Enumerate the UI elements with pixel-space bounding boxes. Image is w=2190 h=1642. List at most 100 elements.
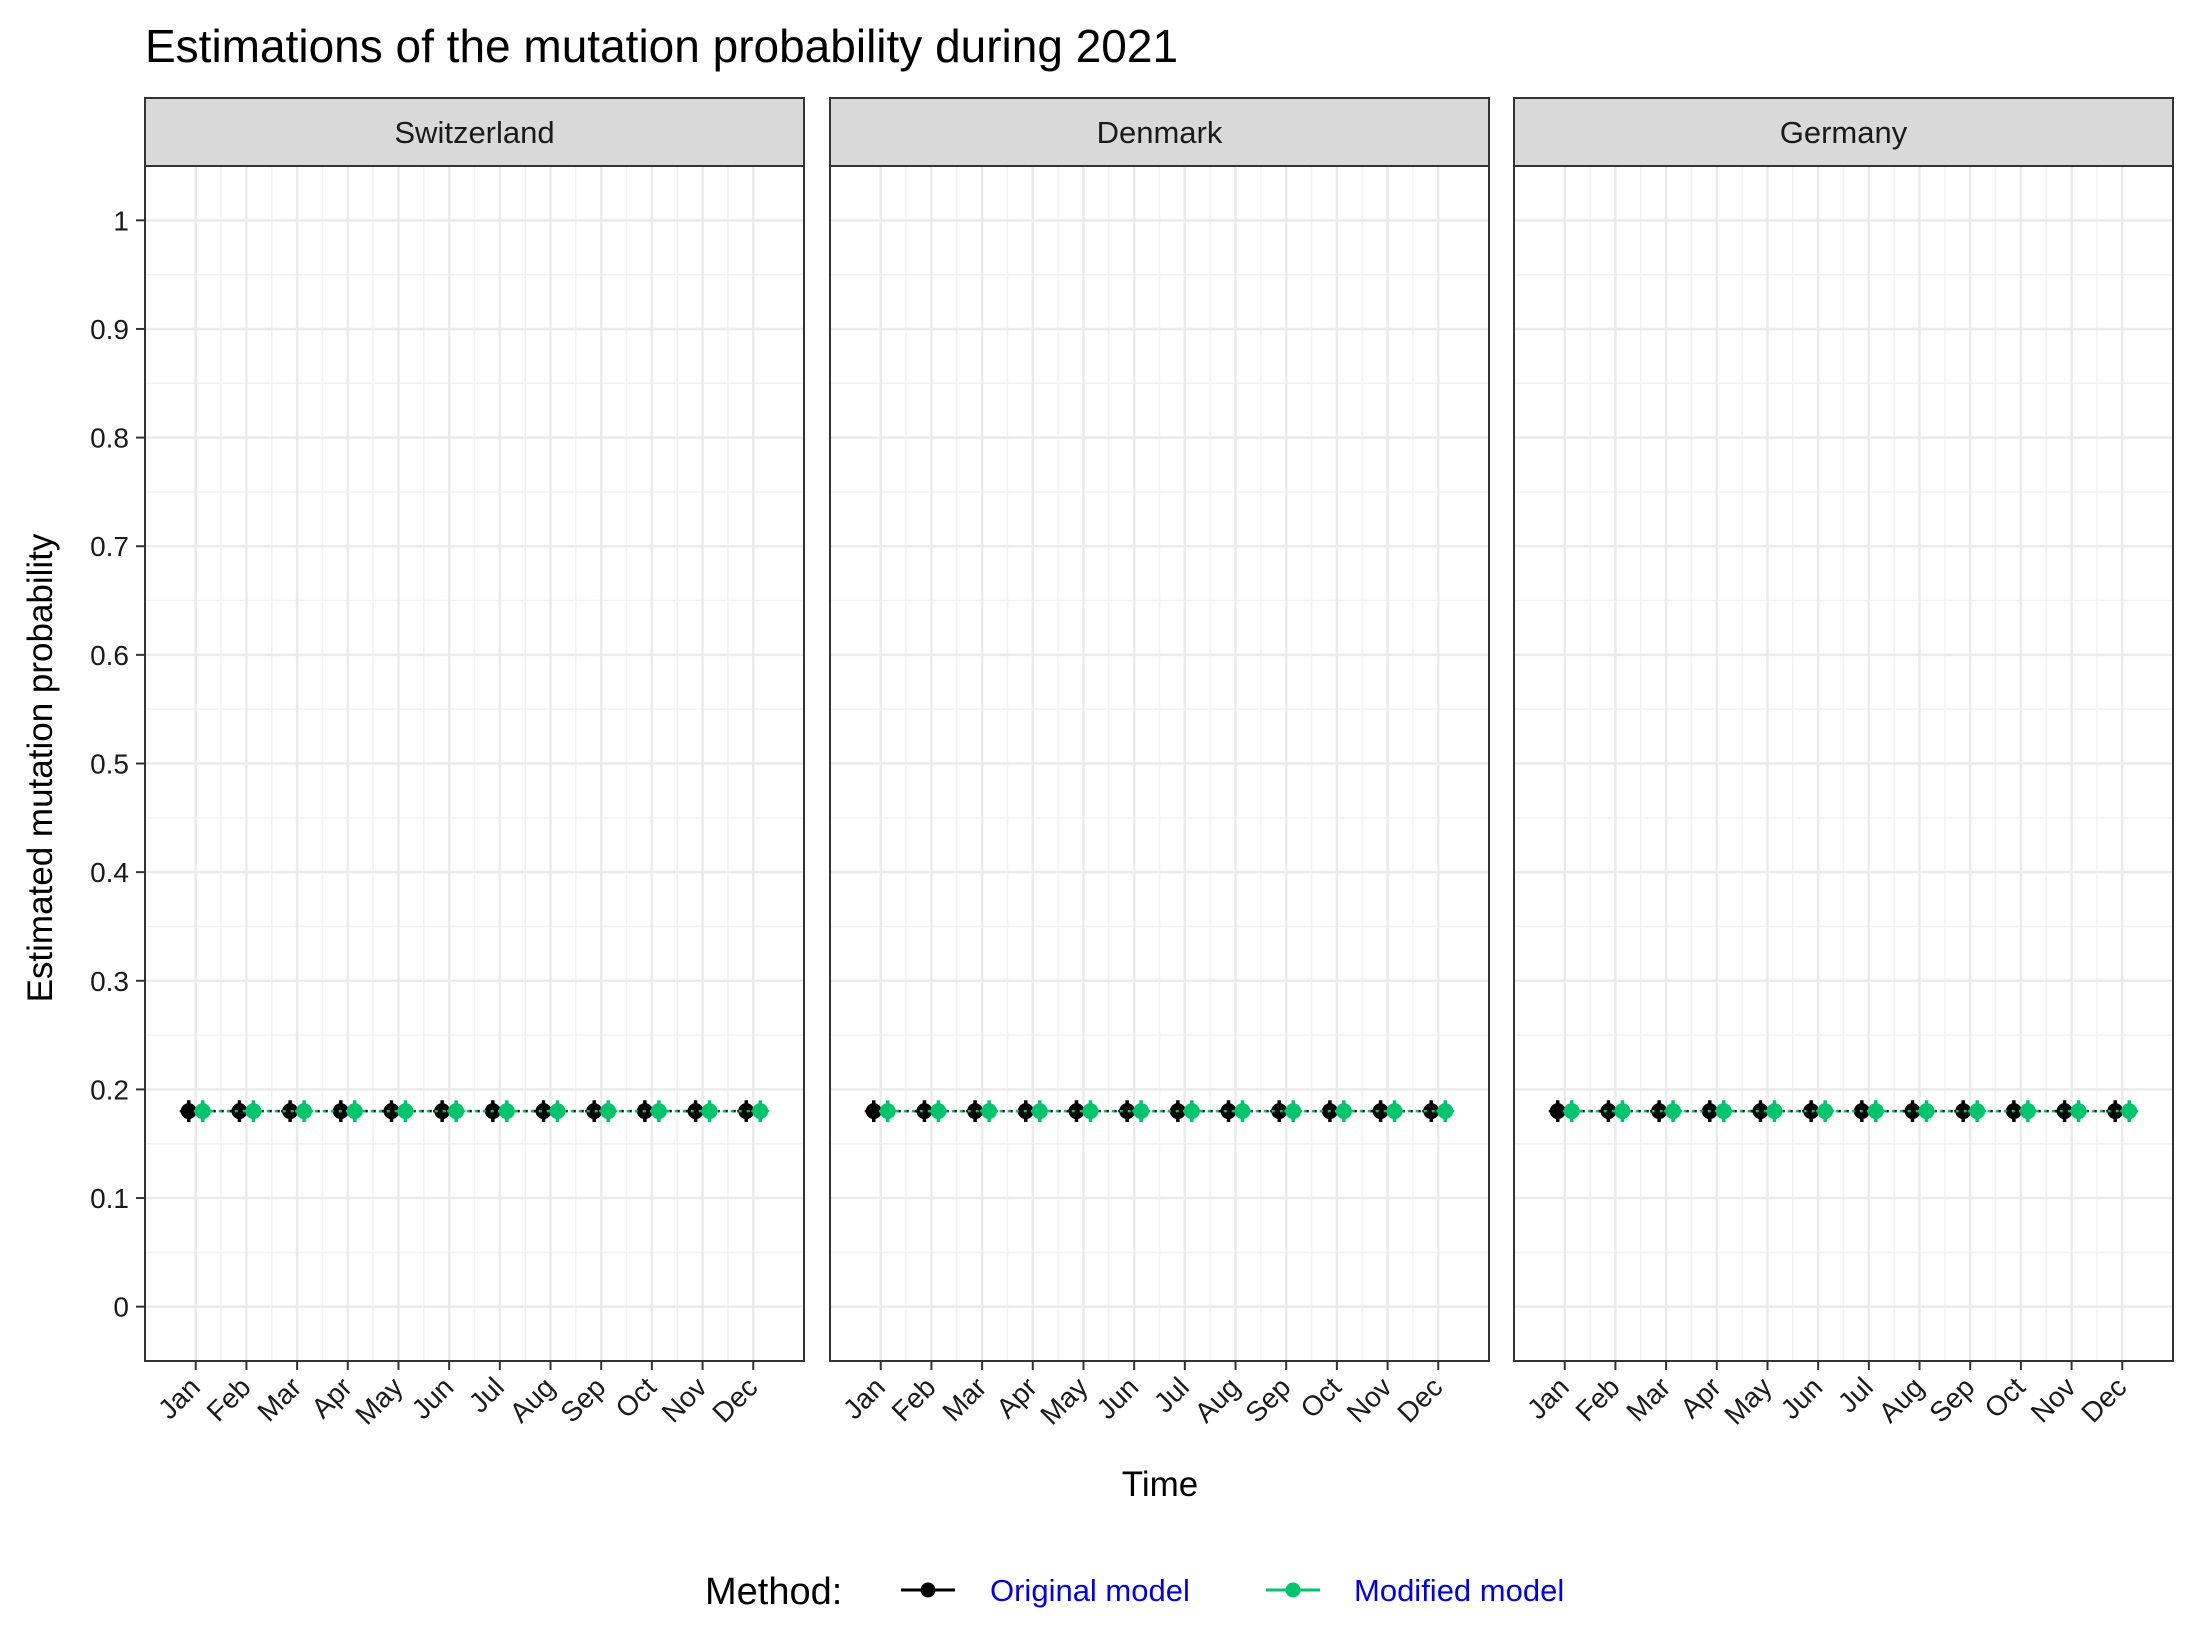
data-point	[1563, 1103, 1580, 1120]
legend-item-original: Original model	[901, 1573, 1190, 1608]
x-tick-label: Apr	[1674, 1371, 1727, 1424]
x-tick-label: Nov	[2025, 1371, 2082, 1428]
data-point	[1437, 1103, 1454, 1120]
y-axis-title: Estimated mutation probability	[21, 533, 60, 1002]
data-point	[1423, 1103, 1440, 1120]
x-tick-label: May	[1718, 1371, 1777, 1430]
data-point	[383, 1103, 400, 1120]
data-point	[1549, 1103, 1566, 1120]
y-tick-label: 0.4	[90, 857, 129, 888]
x-tick-label: Feb	[886, 1371, 942, 1427]
x-tick-label: Apr	[990, 1371, 1043, 1424]
series-modified	[193, 1100, 770, 1122]
series-modified	[878, 1100, 1455, 1122]
x-tick-label: Feb	[201, 1371, 257, 1427]
x-tick-label: Jan	[837, 1371, 891, 1425]
data-point	[448, 1103, 465, 1120]
data-point	[650, 1103, 667, 1120]
legend-items: Original model Modified model	[901, 1573, 1564, 1608]
data-point	[549, 1103, 566, 1120]
data-point	[2121, 1103, 2138, 1120]
data-point	[1372, 1103, 1389, 1120]
x-tick-label: Oct	[1978, 1371, 2031, 1424]
data-point	[1665, 1103, 1682, 1120]
data-point	[498, 1103, 515, 1120]
data-point	[231, 1103, 248, 1120]
data-point	[1133, 1103, 1150, 1120]
data-point	[687, 1103, 704, 1120]
legend-label: Original model	[990, 1573, 1190, 1608]
data-point	[535, 1103, 552, 1120]
x-tick-label: Jul	[463, 1371, 510, 1418]
y-tick-label: 0.6	[90, 640, 129, 671]
x-tick-label: Aug	[1873, 1371, 1930, 1428]
x-tick-label: Jun	[1091, 1371, 1145, 1425]
y-tick-label: 0.2	[90, 1074, 129, 1105]
x-tick-label: Jun	[406, 1371, 460, 1425]
y-axis: 0 0.1 0.2 0.3 0.4 0.5 0.6 0.7 0.8 0.9 1	[90, 205, 145, 1323]
data-point	[2056, 1103, 2073, 1120]
x-tick-label: May	[1034, 1371, 1093, 1430]
data-point	[2107, 1103, 2124, 1120]
x-axis-title: Time	[1122, 1465, 1198, 1504]
data-point	[1335, 1103, 1352, 1120]
data-point	[282, 1103, 299, 1120]
x-tick-label: Oct	[1294, 1371, 1347, 1424]
data-point	[434, 1103, 451, 1120]
data-point	[701, 1103, 718, 1120]
data-point	[1817, 1103, 1834, 1120]
data-point	[1651, 1103, 1668, 1120]
x-tick-label: Jul	[1832, 1371, 1879, 1418]
x-tick-label: Jan	[152, 1371, 206, 1425]
x-tick-label: Sep	[1239, 1371, 1296, 1428]
x-tick-label: Sep	[1923, 1371, 1980, 1428]
data-point	[194, 1103, 211, 1120]
y-tick-label: 0.9	[90, 314, 129, 345]
data-point	[2070, 1103, 2087, 1120]
x-tick-label: Nov	[656, 1371, 713, 1428]
legend-label: Modified model	[1354, 1573, 1564, 1608]
data-point	[1271, 1103, 1288, 1120]
data-point	[1285, 1103, 1302, 1120]
data-point	[245, 1103, 262, 1120]
x-tick-label: Apr	[305, 1371, 358, 1424]
data-point	[346, 1103, 363, 1120]
facet-strip-label: Germany	[1780, 115, 1908, 150]
x-tick-label: Nov	[1341, 1371, 1398, 1428]
x-tick-label: May	[349, 1371, 408, 1430]
legend-key-point	[920, 1582, 936, 1598]
data-point	[397, 1103, 414, 1120]
data-point	[1031, 1103, 1048, 1120]
data-point	[2019, 1103, 2036, 1120]
data-point	[1766, 1103, 1783, 1120]
data-point	[1715, 1103, 1732, 1120]
chart-title: Estimations of the mutation probability …	[145, 20, 1178, 72]
data-point	[1803, 1103, 1820, 1120]
data-point	[738, 1103, 755, 1120]
data-point	[1867, 1103, 1884, 1120]
data-point	[1918, 1103, 1935, 1120]
x-tick-label: Mar	[251, 1371, 307, 1427]
data-point	[1614, 1103, 1631, 1120]
facet-strip-label: Switzerland	[394, 115, 554, 150]
data-point	[1082, 1103, 1099, 1120]
data-point	[916, 1103, 933, 1120]
data-point	[752, 1103, 769, 1120]
data-point	[1955, 1103, 1972, 1120]
data-point	[879, 1103, 896, 1120]
data-point	[1068, 1103, 1085, 1120]
x-tick-label: Jun	[1775, 1371, 1829, 1425]
y-tick-label: 1	[113, 205, 129, 236]
facet-strip-label: Denmark	[1097, 115, 1223, 150]
data-point	[1183, 1103, 1200, 1120]
data-point	[586, 1103, 603, 1120]
facet-strip	[829, 97, 1490, 167]
data-point	[1600, 1103, 1617, 1120]
data-point	[1119, 1103, 1136, 1120]
data-point	[1904, 1103, 1921, 1120]
x-tick-label: Jul	[1148, 1371, 1195, 1418]
